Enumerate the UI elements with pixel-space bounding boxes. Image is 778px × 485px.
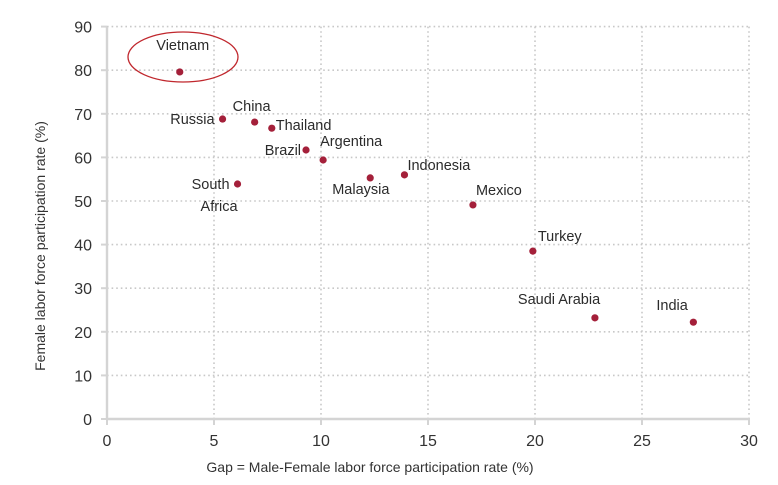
point-label: Thailand [276,118,332,134]
data-point-brazil [302,146,310,154]
point-label: Brazil [265,143,301,159]
data-point-saudi-arabia [591,314,599,322]
y-tick-label: 80 [74,63,92,80]
data-point-malaysia [366,174,374,182]
x-tick-label: 10 [312,433,330,450]
point-label: Mexico [476,183,522,199]
point-label: Indonesia [407,158,471,174]
point-label: India [656,298,688,314]
x-tick-label: 25 [633,433,651,450]
highlight-ellipse [127,31,239,83]
y-tick-label: 70 [74,107,92,124]
data-point-mexico [469,201,477,209]
data-point-south-africa [233,180,242,188]
data-point-vietnam [176,68,184,76]
point-label: Russia [170,112,215,128]
data-point-argentina [319,156,327,164]
point-label: Saudi Arabia [518,292,601,308]
point-label: Vietnam [156,38,209,54]
x-tick-label: 0 [103,433,112,450]
data-point-thailand [268,124,276,132]
data-point-turkey [529,247,537,255]
x-axis-title: Gap = Male-Female labor force participat… [206,459,533,475]
point-label: Argentina [320,134,383,150]
y-tick-label: 60 [74,150,92,167]
y-tick-label: 20 [74,325,92,342]
y-tick-label: 40 [74,238,92,255]
point-label: Turkey [538,229,583,245]
data-point-china [251,118,259,126]
point-label: China [233,99,272,115]
gridlines [107,25,750,419]
point-label: Africa [201,199,239,215]
y-tick-label: 0 [83,412,92,429]
point-label: Malaysia [332,182,390,198]
tick-labels: 0 10 20 30 40 50 60 70 80 90 0 5 10 15 20 25 30 [74,20,758,450]
axes [101,25,750,425]
data-point-russia [218,115,227,123]
point-label: South [192,177,230,193]
data-point-indonesia [400,171,409,179]
data-points [176,68,697,326]
y-tick-label: 10 [74,368,92,385]
y-tick-label: 30 [74,281,92,298]
x-tick-label: 15 [419,433,437,450]
x-tick-label: 20 [526,433,544,450]
x-tick-label: 5 [210,433,219,450]
data-point-india [689,318,697,326]
x-tick-label: 30 [740,433,758,450]
y-tick-label: 90 [74,20,92,37]
y-tick-label: 50 [74,194,92,211]
y-axis-title: Female labor force participation rate (%… [32,121,48,371]
